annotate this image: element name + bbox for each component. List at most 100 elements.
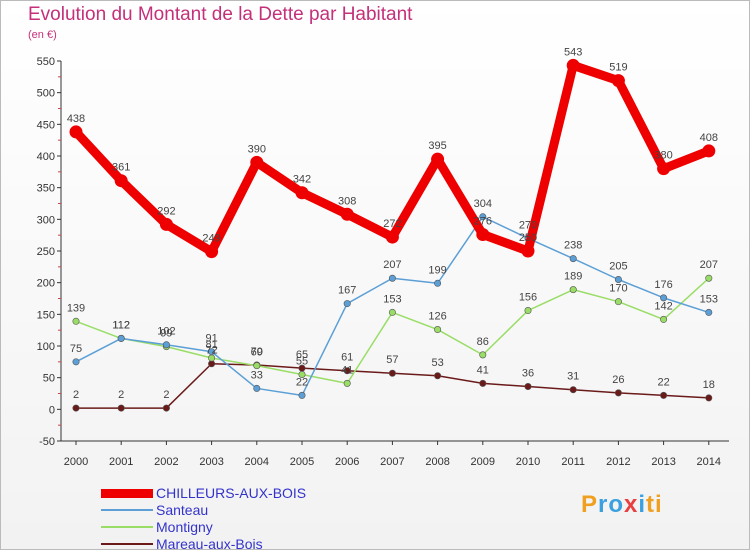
- data-point: [566, 58, 580, 72]
- x-tick-label: 2002: [154, 456, 178, 468]
- data-label: 156: [519, 292, 537, 304]
- x-tick-label: 2006: [335, 456, 359, 468]
- data-point: [298, 391, 306, 399]
- legend-label: Mareau-aux-Bois: [156, 536, 263, 550]
- chart-title: Evolution du Montant de la Dette par Hab…: [28, 4, 413, 25]
- y-tick-label: 50: [43, 373, 55, 385]
- y-tick-label: 300: [37, 214, 55, 226]
- series-layer: [69, 58, 716, 412]
- data-label: 139: [67, 302, 85, 314]
- x-tick-label: 2000: [64, 456, 88, 468]
- data-point: [702, 144, 716, 158]
- data-label: 207: [700, 259, 718, 271]
- data-label: 250: [519, 232, 537, 244]
- y-tick-label: 250: [37, 246, 55, 258]
- data-label: 72: [205, 345, 217, 357]
- data-point: [162, 404, 170, 412]
- legend-swatch: [101, 526, 153, 528]
- data-point: [295, 186, 309, 200]
- data-point: [705, 274, 713, 282]
- data-point: [434, 326, 442, 334]
- data-label: 380: [654, 150, 672, 162]
- data-point: [660, 315, 668, 323]
- data-point: [69, 125, 83, 139]
- data-point: [72, 317, 80, 325]
- legend-swatch: [101, 509, 153, 511]
- x-tick-label: 2014: [697, 456, 721, 468]
- data-label: 205: [609, 261, 627, 273]
- data-label: 342: [293, 174, 311, 186]
- data-point: [569, 286, 577, 294]
- data-label: 207: [383, 259, 401, 271]
- data-label: 153: [383, 293, 401, 305]
- data-label: 238: [564, 240, 582, 252]
- data-label: 26: [612, 374, 624, 386]
- data-point: [343, 379, 351, 387]
- data-label: 31: [567, 371, 579, 383]
- data-point: [524, 383, 532, 391]
- data-point: [117, 334, 125, 342]
- proxiti-logo: Proxiti: [581, 491, 663, 518]
- y-tick-label: 450: [37, 119, 55, 131]
- data-point: [253, 384, 261, 392]
- data-point: [614, 298, 622, 306]
- data-point: [569, 386, 577, 394]
- data-point: [660, 391, 668, 399]
- x-tick-label: 2007: [380, 456, 404, 468]
- data-label: 249: [202, 233, 220, 245]
- x-tick-label: 2012: [606, 456, 630, 468]
- data-point: [343, 367, 351, 375]
- data-label: 153: [700, 293, 718, 305]
- data-label: 126: [428, 311, 446, 323]
- chart-subtitle: (en €): [28, 29, 57, 41]
- data-point: [521, 244, 535, 258]
- data-label: 292: [157, 205, 175, 217]
- data-label: 543: [564, 46, 582, 58]
- data-point: [253, 362, 261, 370]
- data-label: 55: [296, 356, 308, 368]
- data-point: [340, 207, 354, 221]
- data-point: [434, 279, 442, 287]
- data-label: 112: [112, 319, 130, 331]
- data-point: [434, 372, 442, 380]
- data-point: [431, 152, 445, 166]
- data-label: 102: [157, 326, 175, 338]
- data-label: 142: [654, 300, 672, 312]
- data-label: 41: [477, 364, 489, 376]
- data-label: 170: [609, 283, 627, 295]
- data-label: 75: [70, 343, 82, 355]
- data-label: 270: [519, 219, 537, 231]
- data-label: 272: [383, 218, 401, 230]
- data-label: 86: [477, 336, 489, 348]
- data-point: [298, 370, 306, 378]
- data-label: 65: [296, 349, 308, 361]
- y-tick-label: 500: [37, 88, 55, 100]
- legend-label: CHILLEURS-AUX-BOIS: [156, 485, 307, 501]
- data-label: 2: [73, 389, 79, 401]
- data-point: [479, 351, 487, 359]
- data-point: [117, 404, 125, 412]
- data-point: [208, 348, 216, 356]
- y-tick-label: 350: [37, 183, 55, 195]
- data-label: 41: [341, 364, 353, 376]
- data-point: [162, 341, 170, 349]
- x-tick-label: 2009: [471, 456, 495, 468]
- x-tick-label: 2001: [109, 456, 133, 468]
- data-label: 308: [338, 195, 356, 207]
- data-point: [114, 174, 128, 188]
- data-label: 57: [386, 354, 398, 366]
- y-tick-label: 0: [49, 404, 55, 416]
- data-point: [250, 155, 264, 169]
- data-label: 304: [474, 198, 492, 210]
- data-label: 199: [428, 264, 446, 276]
- axes: -50 0 50 100 150 200 250 300 350 400 450 500 550 2000…: [37, 56, 729, 468]
- data-point: [614, 389, 622, 397]
- data-point: [476, 228, 490, 242]
- x-tick-label: 2008: [425, 456, 449, 468]
- data-point: [343, 300, 351, 308]
- data-label: 18: [703, 379, 715, 391]
- data-point: [479, 379, 487, 387]
